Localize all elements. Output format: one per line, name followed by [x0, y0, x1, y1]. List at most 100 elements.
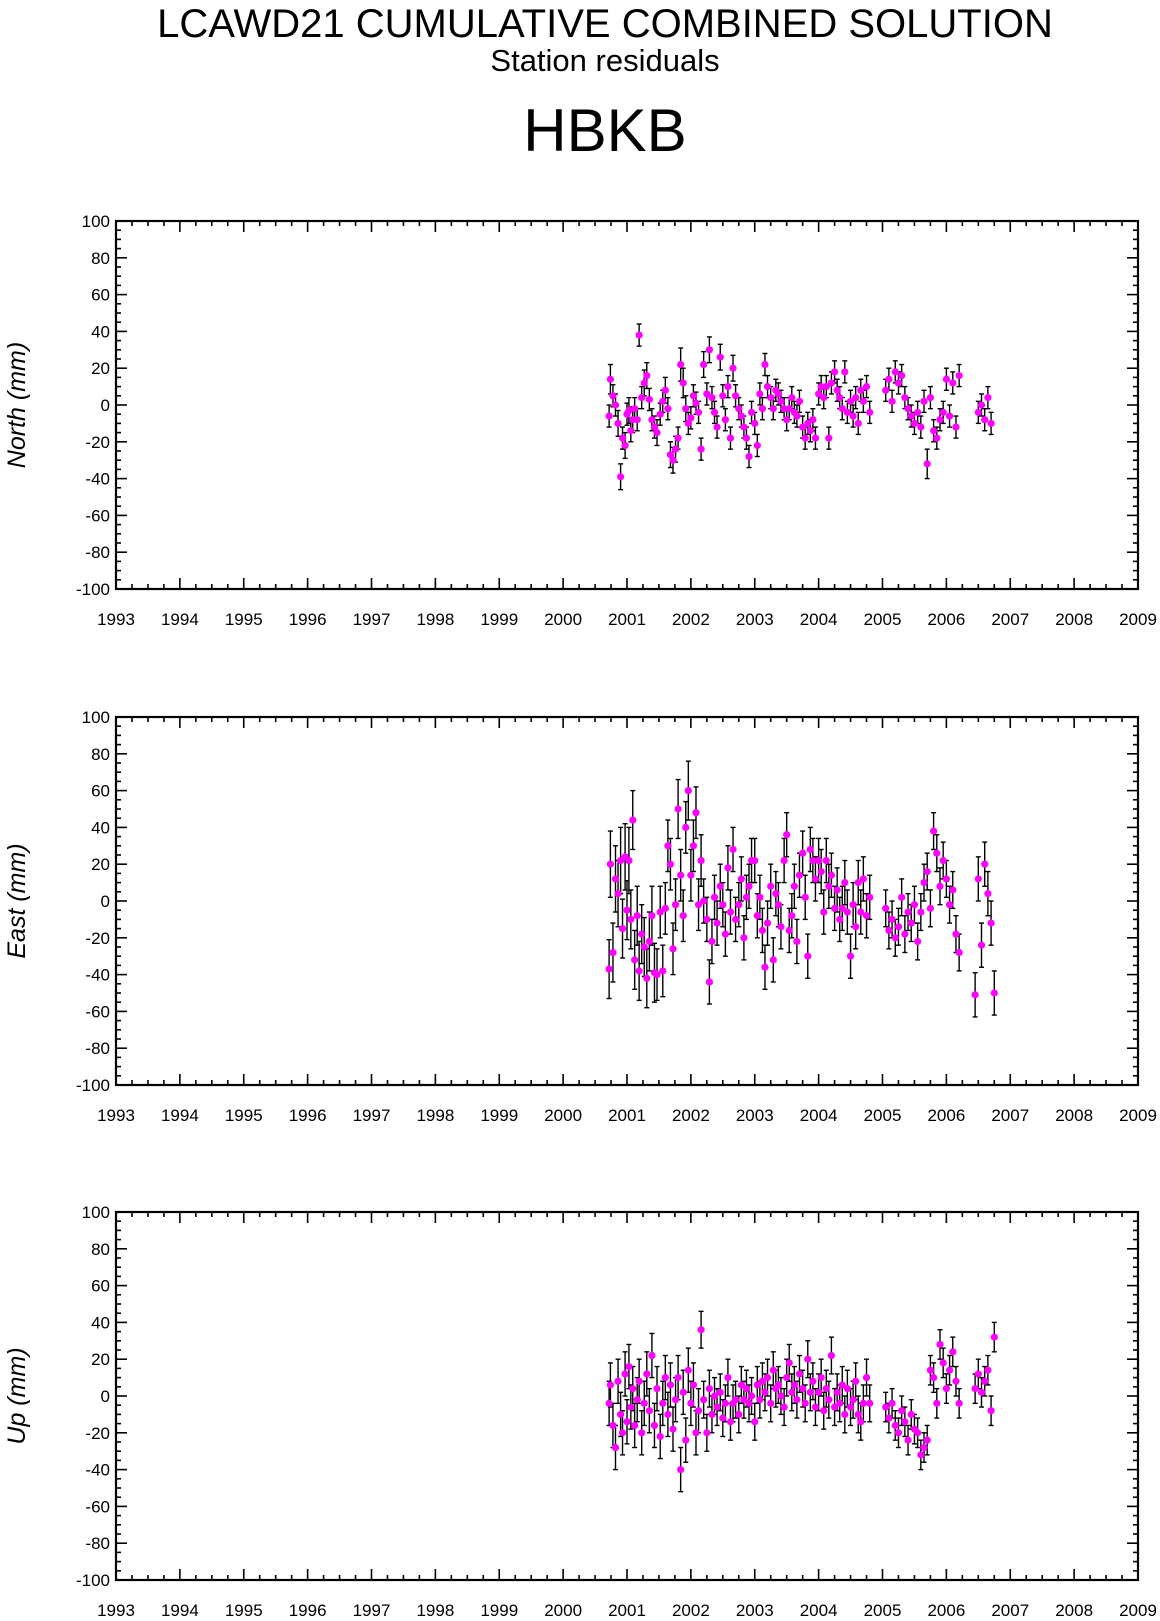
data-point: [629, 816, 637, 824]
data-point: [735, 901, 743, 909]
data-point: [726, 908, 735, 916]
data-point: [716, 882, 724, 890]
data-point: [859, 875, 867, 883]
y-tick-label: 80: [91, 249, 110, 268]
data-point: [700, 1396, 708, 1404]
data-point: [801, 434, 809, 442]
data-point: [609, 392, 617, 400]
data-point: [910, 419, 919, 427]
data-point: [780, 1403, 788, 1411]
data-point: [633, 912, 641, 920]
data-point: [648, 416, 656, 424]
data-point: [974, 408, 982, 416]
data-point: [645, 1407, 653, 1415]
data-point: [862, 1374, 871, 1382]
data-point: [756, 390, 764, 398]
data-point: [650, 1421, 659, 1430]
x-tick-label: 1995: [225, 1601, 263, 1620]
data-point: [820, 1407, 828, 1415]
x-tick-label: 2009: [1119, 1601, 1157, 1620]
data-point: [731, 1396, 740, 1404]
data-point: [857, 908, 865, 916]
data-point: [664, 842, 672, 850]
data-point: [843, 908, 851, 916]
data-point: [822, 383, 830, 391]
y-tick-label: -60: [85, 1002, 110, 1021]
chart-main-title: LCAWD21 CUMULATIVE COMBINED SOLUTION: [157, 2, 1053, 46]
data-point: [898, 893, 906, 901]
data-point: [763, 919, 772, 927]
data-point: [817, 867, 825, 876]
data-point: [866, 1399, 874, 1407]
data-point: [955, 948, 963, 957]
x-tick-label: 2002: [672, 1601, 710, 1620]
x-tick-label: 2008: [1055, 1106, 1093, 1125]
data-point: [795, 397, 804, 405]
data-point: [917, 908, 925, 916]
data-point: [611, 875, 620, 883]
data-point: [849, 1396, 857, 1404]
data-point: [936, 882, 944, 890]
data-point: [933, 434, 941, 442]
data-point: [767, 1399, 775, 1407]
data-point: [841, 879, 849, 887]
data-point: [857, 386, 865, 394]
data-point: [859, 397, 867, 405]
data-point: [633, 416, 641, 424]
data-point: [627, 915, 635, 924]
data-point: [790, 882, 798, 890]
data-point: [606, 860, 614, 868]
x-tick-label: 2001: [608, 1601, 646, 1620]
data-point: [694, 901, 703, 909]
data-point: [631, 405, 639, 413]
data-point: [833, 386, 841, 394]
data-point: [640, 1399, 648, 1407]
data-point: [830, 1403, 839, 1411]
x-tick-label: 2004: [800, 1106, 838, 1125]
data-point: [825, 882, 833, 890]
data-point: [827, 1351, 836, 1360]
data-point: [721, 930, 729, 938]
data-point: [841, 1410, 849, 1418]
data-point: [638, 930, 646, 938]
y-tick-label: 40: [91, 1313, 110, 1332]
y-tick-label: 40: [91, 322, 110, 341]
data-point: [907, 1410, 915, 1418]
data-point: [774, 901, 782, 909]
data-point: [799, 1385, 807, 1393]
data-point: [666, 1381, 675, 1389]
data-point: [984, 1366, 992, 1374]
y-tick-label: -40: [85, 966, 110, 985]
data-point: [758, 405, 767, 413]
data-point: [761, 963, 769, 971]
data-point: [793, 937, 801, 946]
data-point: [885, 1414, 893, 1422]
data-point: [640, 943, 648, 951]
data-point: [740, 1396, 748, 1404]
data-point: [827, 871, 836, 879]
data-point: [625, 856, 633, 865]
data-point: [745, 882, 753, 890]
data-point: [650, 423, 659, 431]
data-point: [788, 912, 796, 920]
data-point: [703, 915, 711, 924]
data-point: [783, 416, 791, 424]
data-point: [825, 434, 833, 442]
data-point: [751, 419, 759, 427]
x-tick-label: 2006: [927, 1601, 965, 1620]
x-tick-label: 2000: [544, 1601, 582, 1620]
data-point: [726, 1418, 735, 1426]
y-axis-label: East (mm): [3, 843, 31, 958]
data-point: [904, 405, 912, 413]
data-point: [671, 445, 680, 453]
y-tick-label: 20: [91, 359, 110, 378]
data-point: [809, 416, 817, 424]
data-point: [621, 1370, 629, 1378]
data-point: [917, 1451, 925, 1459]
data-point: [692, 399, 700, 407]
data-point: [838, 405, 846, 413]
x-tick-label: 2002: [672, 1106, 710, 1125]
data-point: [815, 390, 823, 398]
data-point: [719, 1414, 727, 1422]
x-tick-label: 2007: [991, 610, 1029, 629]
